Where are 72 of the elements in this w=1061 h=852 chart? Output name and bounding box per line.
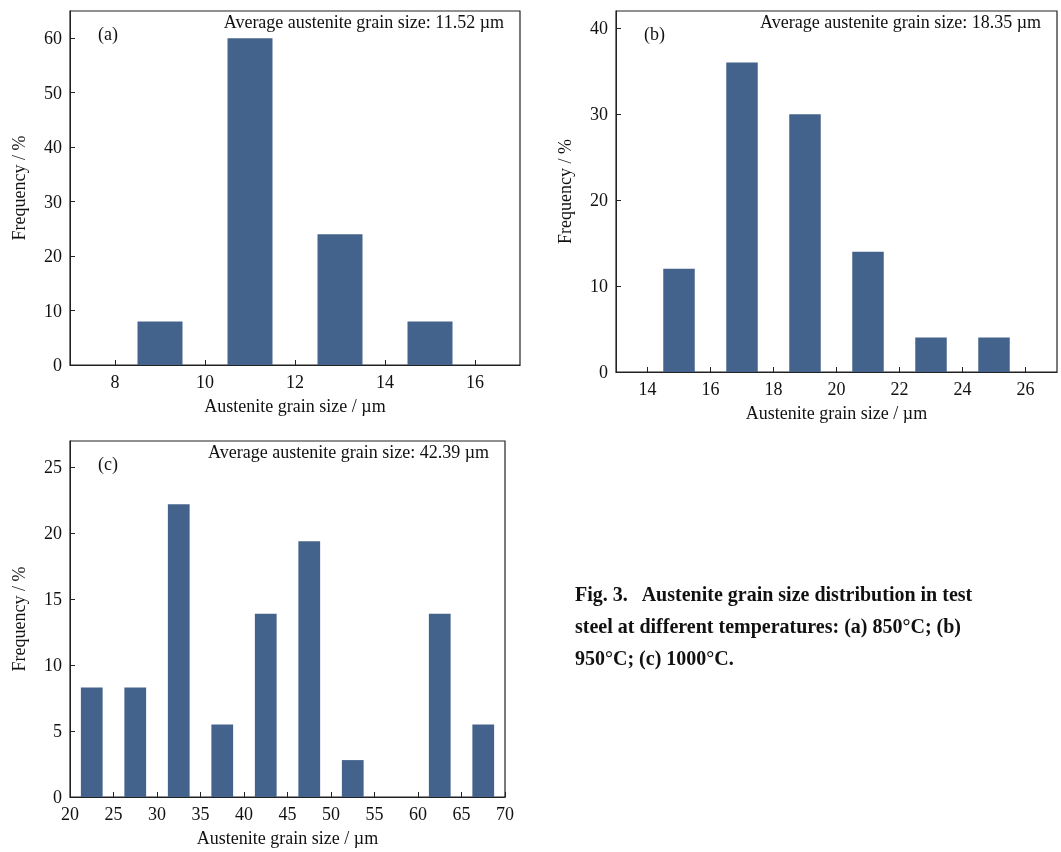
bar [124, 687, 147, 797]
x-tick-label: 18 [764, 379, 783, 399]
x-tick-label: 25 [104, 804, 123, 824]
y-tick-label: 10 [590, 276, 608, 297]
x-tick-label: 22 [890, 379, 909, 399]
x-tick-label: 60 [409, 804, 427, 824]
bar [167, 504, 190, 797]
y-tick-label: 0 [599, 362, 608, 382]
y-tick-label: 10 [44, 655, 62, 676]
annotation: (c) [98, 454, 118, 475]
y-tick-label: 30 [44, 191, 62, 212]
x-tick-label: 70 [496, 804, 514, 824]
annotation: Average austenite grain size: 11.52 µm [223, 12, 505, 32]
y-tick-label: 50 [44, 82, 62, 103]
annotation: Average austenite grain size: 42.39 µm [208, 442, 490, 462]
x-tick-label: 50 [322, 804, 340, 824]
y-tick-label: 60 [44, 28, 62, 49]
y-tick-label: 20 [44, 523, 62, 544]
x-tick-label: 45 [278, 804, 297, 824]
x-tick-label: 12 [286, 372, 304, 392]
y-tick-label: 40 [44, 137, 62, 158]
x-tick-label: 14 [638, 379, 657, 399]
annotation: Average austenite grain size: 18.35 µm [760, 12, 1042, 32]
x-tick-label: 40 [235, 804, 253, 824]
y-axis-title: Frequency / % [9, 135, 29, 241]
x-tick-label: 14 [376, 372, 394, 392]
bar [407, 321, 453, 365]
x-tick-label: 35 [191, 804, 210, 824]
x-tick-label: 8 [110, 372, 120, 392]
y-axis-title: Frequency / % [9, 566, 29, 672]
bar [978, 337, 1010, 372]
x-tick-label: 20 [827, 379, 846, 399]
y-tick-label: 40 [590, 18, 608, 39]
y-tick-label: 0 [53, 787, 62, 807]
x-tick-label: 24 [953, 379, 972, 399]
caption: Fig. 3. Austenite grain size distribution in test steel at different temperatures: (a) 850°C; (b) 950°C; (c) 1000°C. [575, 583, 978, 670]
bar [663, 268, 695, 372]
x-tick-label: 30 [148, 804, 166, 824]
y-tick-label: 20 [590, 190, 608, 211]
bar [137, 321, 183, 365]
bar [726, 62, 758, 372]
bar [211, 724, 234, 797]
y-tick-label: 10 [44, 300, 62, 321]
x-tick-label: 26 [1016, 379, 1035, 399]
x-tick-label: 16 [466, 372, 484, 392]
bar [317, 234, 363, 365]
annotation: (b) [644, 24, 665, 45]
x-tick-label: 55 [365, 804, 384, 824]
annotation: (a) [98, 24, 118, 45]
bar [789, 114, 821, 372]
y-tick-label: 15 [44, 589, 62, 610]
bar [298, 541, 321, 797]
y-tick-label: 25 [44, 457, 62, 478]
x-tick-label: 65 [452, 804, 471, 824]
y-tick-label: 5 [53, 721, 62, 742]
bar [80, 687, 103, 797]
bar [915, 337, 947, 372]
bar [227, 38, 273, 365]
bar [852, 251, 884, 372]
x-tick-label: 16 [701, 379, 720, 399]
y-axis-title: Frequency / % [555, 139, 575, 244]
bar [428, 613, 451, 797]
x-axis-title: Austenite grain size / µm [196, 828, 379, 848]
x-tick-label: 10 [196, 372, 214, 392]
y-tick-label: 20 [44, 246, 62, 267]
x-axis-title: Austenite grain size / µm [204, 396, 386, 416]
x-axis-title: Austenite grain size / µm [745, 403, 928, 423]
y-tick-label: 0 [53, 355, 62, 375]
bar [472, 724, 495, 797]
y-tick-label: 30 [590, 104, 608, 125]
bar [341, 760, 364, 797]
bar [254, 613, 277, 797]
